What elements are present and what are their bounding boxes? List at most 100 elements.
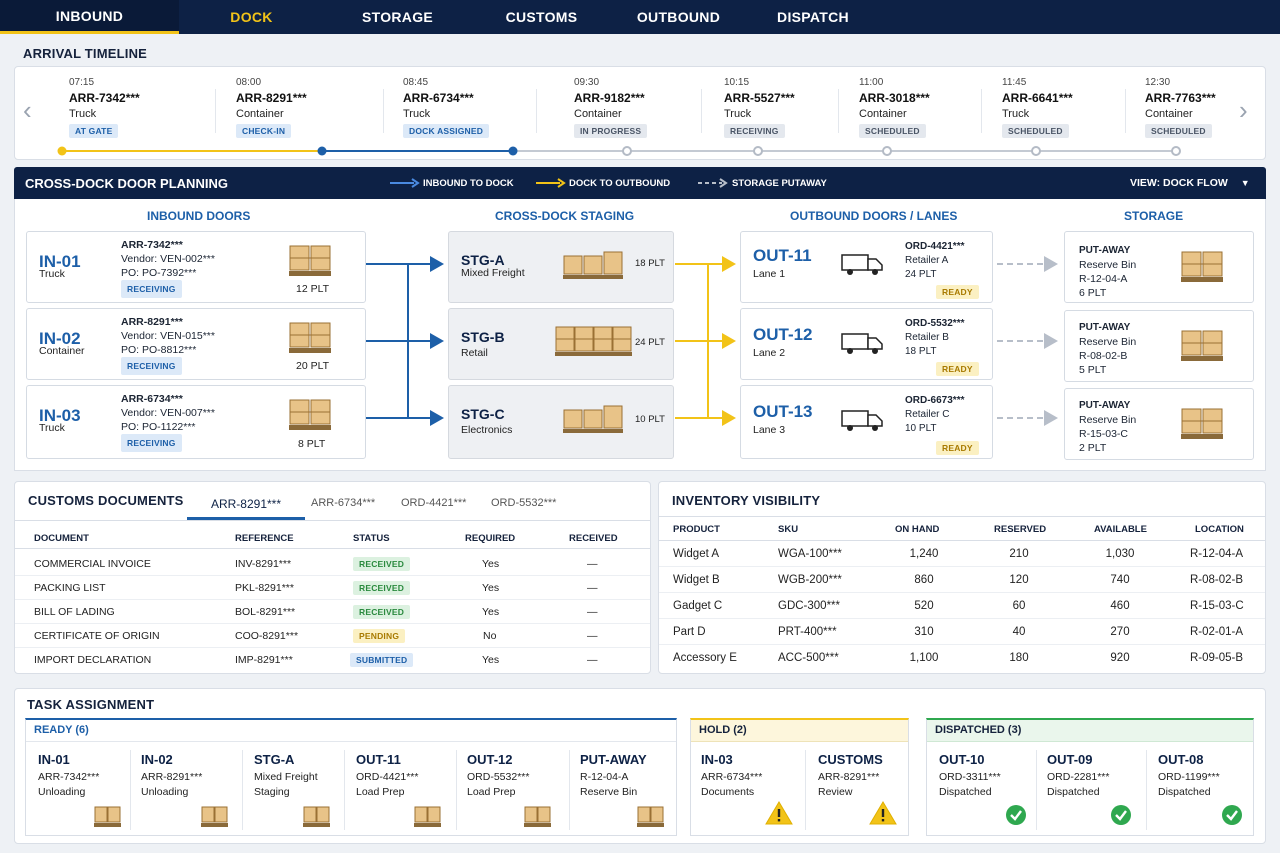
task-column-hold: HOLD (2) IN-03 ARR-6734*** Documents CUSTO…: [690, 718, 909, 836]
inbound-door-card[interactable]: IN-02 Container ARR-8291*** Vendor: VEN-…: [26, 308, 366, 380]
task-card[interactable]: OUT-11 ORD-4421*** Load Prep: [356, 752, 419, 798]
view-selector[interactable]: VIEW: DOCK FLOW ▼: [1130, 177, 1250, 189]
inbound-arrow-icon: [390, 178, 420, 188]
status-badge: RECEIVED: [353, 557, 411, 571]
check-circle-icon: [1222, 805, 1242, 825]
status-badge: RECEIVED: [353, 605, 411, 619]
timeline-item[interactable]: 11:00 ARR-3018*** Container SCHEDULED: [859, 77, 930, 138]
timeline-item[interactable]: 08:00 ARR-8291*** Container CHECK-IN: [236, 77, 307, 138]
staging-card[interactable]: STG-C Electronics 10 PLT: [448, 385, 674, 459]
outbound-door-card[interactable]: OUT-11 Lane 1 ORD-4421*** Retailer A 24 …: [740, 231, 993, 303]
task-card[interactable]: STG-A Mixed Freight Staging: [254, 752, 318, 798]
timeline-item[interactable]: 10:15 ARR-5527*** Truck RECEIVING: [724, 77, 795, 138]
storage-card[interactable]: PUT-AWAY Reserve Bin R-15-03-C 2 PLT: [1064, 388, 1254, 460]
tab-customs-doc[interactable]: ARR-8291***: [187, 492, 305, 520]
timeline-item[interactable]: 09:30 ARR-9182*** Container IN PROGRESS: [574, 77, 648, 138]
task-card[interactable]: CUSTOMS ARR-8291*** Review: [818, 752, 883, 798]
table-row[interactable]: CERTIFICATE OF ORIGIN COO-8291*** PENDIN…: [15, 624, 650, 648]
status-badge: AT GATE: [69, 124, 119, 138]
task-card[interactable]: OUT-12 ORD-5532*** Load Prep: [467, 752, 530, 798]
table-row[interactable]: BILL OF LADING BOL-8291*** RECEIVED Yes …: [15, 600, 650, 624]
tab-outbound[interactable]: OUTBOUND: [636, 9, 721, 25]
status-badge: PENDING: [353, 629, 406, 643]
pallet-icon: [289, 399, 331, 430]
pallet-icon: [201, 806, 228, 827]
outbound-door-card[interactable]: OUT-12 Lane 2 ORD-5532*** Retailer B 18 …: [740, 308, 993, 380]
task-card[interactable]: OUT-10 ORD-3311*** Dispatched: [939, 752, 1001, 798]
legend-outbound: DOCK TO OUTBOUND: [569, 178, 671, 189]
outbound-door-card[interactable]: OUT-13 Lane 3 ORD-6673*** Retailer C 10 …: [740, 385, 993, 459]
tab-dock[interactable]: DOCK: [230, 9, 273, 25]
status-badge: DOCK ASSIGNED: [403, 124, 490, 138]
task-card[interactable]: OUT-09 ORD-2281*** Dispatched: [1047, 752, 1110, 798]
pallet-icon: [289, 245, 331, 276]
storage-card[interactable]: PUT-AWAY Reserve Bin R-08-02-B 5 PLT: [1064, 310, 1254, 382]
tab-dispatch[interactable]: DISPATCH: [777, 9, 849, 25]
table-row[interactable]: COMMERCIAL INVOICE INV-8291*** RECEIVED …: [15, 552, 650, 576]
tab-customs-doc[interactable]: ARR-6734***: [311, 497, 376, 509]
table-row[interactable]: PACKING LIST PKL-8291*** RECEIVED Yes —: [15, 576, 650, 600]
table-row[interactable]: Widget B WGB-200*** 860 120 740 R-08-02-…: [659, 567, 1265, 593]
timeline-item[interactable]: 08:45 ARR-6734*** Truck DOCK ASSIGNED: [403, 77, 490, 138]
crossdock-body: INBOUND DOORS CROSS-DOCK STAGING OUTBOUN…: [14, 199, 1266, 471]
status-badge: RECEIVED: [353, 581, 411, 595]
chevron-right-icon[interactable]: ›: [1239, 95, 1248, 125]
door-id: IN-01: [39, 252, 81, 271]
task-card[interactable]: OUT-08 ORD-1199*** Dispatched: [1158, 752, 1220, 798]
task-card[interactable]: IN-02 ARR-8291*** Unloading: [141, 752, 203, 798]
table-row[interactable]: Gadget C GDC-300*** 520 60 460 R-15-03-C: [659, 593, 1265, 619]
crossdock-header: CROSS-DOCK DOOR PLANNING INBOUND TO DOCK…: [14, 167, 1266, 199]
table-row[interactable]: Widget A WGA-100*** 1,240 210 1,030 R-12…: [659, 541, 1265, 567]
col-inbound-title: INBOUND DOORS: [147, 209, 251, 223]
staging-card[interactable]: STG-A Mixed Freight 18 PLT: [448, 231, 674, 303]
customs-title: CUSTOMS DOCUMENTS: [28, 493, 184, 508]
chevron-down-icon: ▼: [1240, 178, 1250, 188]
pallet-icon: [563, 251, 623, 279]
col-staging-title: CROSS-DOCK STAGING: [495, 209, 635, 223]
timeline-item[interactable]: 11:45 ARR-6641*** Truck SCHEDULED: [1002, 77, 1073, 138]
task-card[interactable]: IN-01 ARR-7342*** Unloading: [38, 752, 100, 798]
status-badge: SCHEDULED: [1002, 124, 1069, 138]
task-column-ready: READY (6) IN-01 ARR-7342*** Unloading IN-0…: [25, 718, 677, 836]
door-id: IN-02: [39, 329, 81, 348]
tab-customs[interactable]: CUSTOMS: [505, 9, 578, 25]
table-row[interactable]: Accessory E ACC-500*** 1,100 180 920 R-0…: [673, 652, 1244, 664]
door-id: IN-03: [39, 406, 81, 425]
status-badge: CHECK-IN: [236, 124, 292, 138]
inventory-visibility: INVENTORY VISIBILITY PRODUCT SKU ON HAND…: [658, 481, 1266, 674]
flow-lines: [366, 256, 1058, 426]
tab-inbound[interactable]: INBOUND: [0, 0, 179, 34]
arrival-timeline: ‹ › 07:15 ARR-7342*** Truck AT GATE 08:00 AR…: [14, 66, 1266, 160]
outbound-arrow-icon: [536, 178, 566, 188]
table-row[interactable]: Part D PRT-400*** 310 40 270 R-02-01-A: [659, 619, 1265, 645]
task-card[interactable]: IN-03 ARR-6734*** Documents: [701, 752, 763, 798]
pallet-icon: [414, 806, 441, 827]
inbound-door-card[interactable]: IN-01 Truck ARR-7342*** Vendor: VEN-002*…: [26, 231, 366, 303]
pallet-icon: [563, 405, 623, 433]
tab-customs-doc[interactable]: ORD-5532***: [491, 497, 557, 509]
pallet-icon: [1181, 330, 1223, 361]
table-row[interactable]: IMPORT DECLARATION IMP-8291*** SUBMITTED…: [34, 653, 598, 667]
staging-card[interactable]: STG-B Retail 24 PLT: [448, 308, 674, 380]
top-nav: INBOUND DOCK STORAGE CUSTOMS OUTBOUND DI…: [0, 0, 1280, 34]
task-card[interactable]: PUT-AWAY R-12-04-A Reserve Bin: [580, 752, 647, 798]
inbound-door-card[interactable]: IN-03 Truck ARR-6734*** Vendor: VEN-007*…: [26, 385, 366, 459]
tab-storage[interactable]: STORAGE: [361, 9, 434, 25]
status-badge: SCHEDULED: [1145, 124, 1212, 138]
chevron-left-icon[interactable]: ‹: [23, 95, 32, 125]
customs-documents: CUSTOMS DOCUMENTS ARR-8291*** ARR-6734**…: [14, 481, 651, 674]
pallet-icon: [555, 326, 632, 356]
timeline-progress: [57, 146, 1181, 156]
timeline-item[interactable]: 07:15 ARR-7342*** Truck AT GATE: [69, 77, 140, 138]
col-outbound-title: OUTBOUND DOORS / LANES: [790, 209, 958, 223]
pallet-icon: [94, 806, 121, 827]
legend-inbound: INBOUND TO DOCK: [423, 178, 514, 189]
timeline-item[interactable]: 12:30 ARR-7763*** Container SCHEDULED: [1145, 77, 1216, 138]
tab-customs-doc[interactable]: ORD-4421***: [401, 497, 467, 509]
truck-icon: [841, 333, 883, 354]
status-badge: READY: [936, 285, 979, 299]
warning-icon: [765, 801, 793, 825]
storage-card[interactable]: PUT-AWAY Reserve Bin R-12-04-A 6 PLT: [1064, 231, 1254, 303]
pallet-icon: [289, 322, 331, 353]
putaway-arrow-icon: [698, 178, 728, 188]
